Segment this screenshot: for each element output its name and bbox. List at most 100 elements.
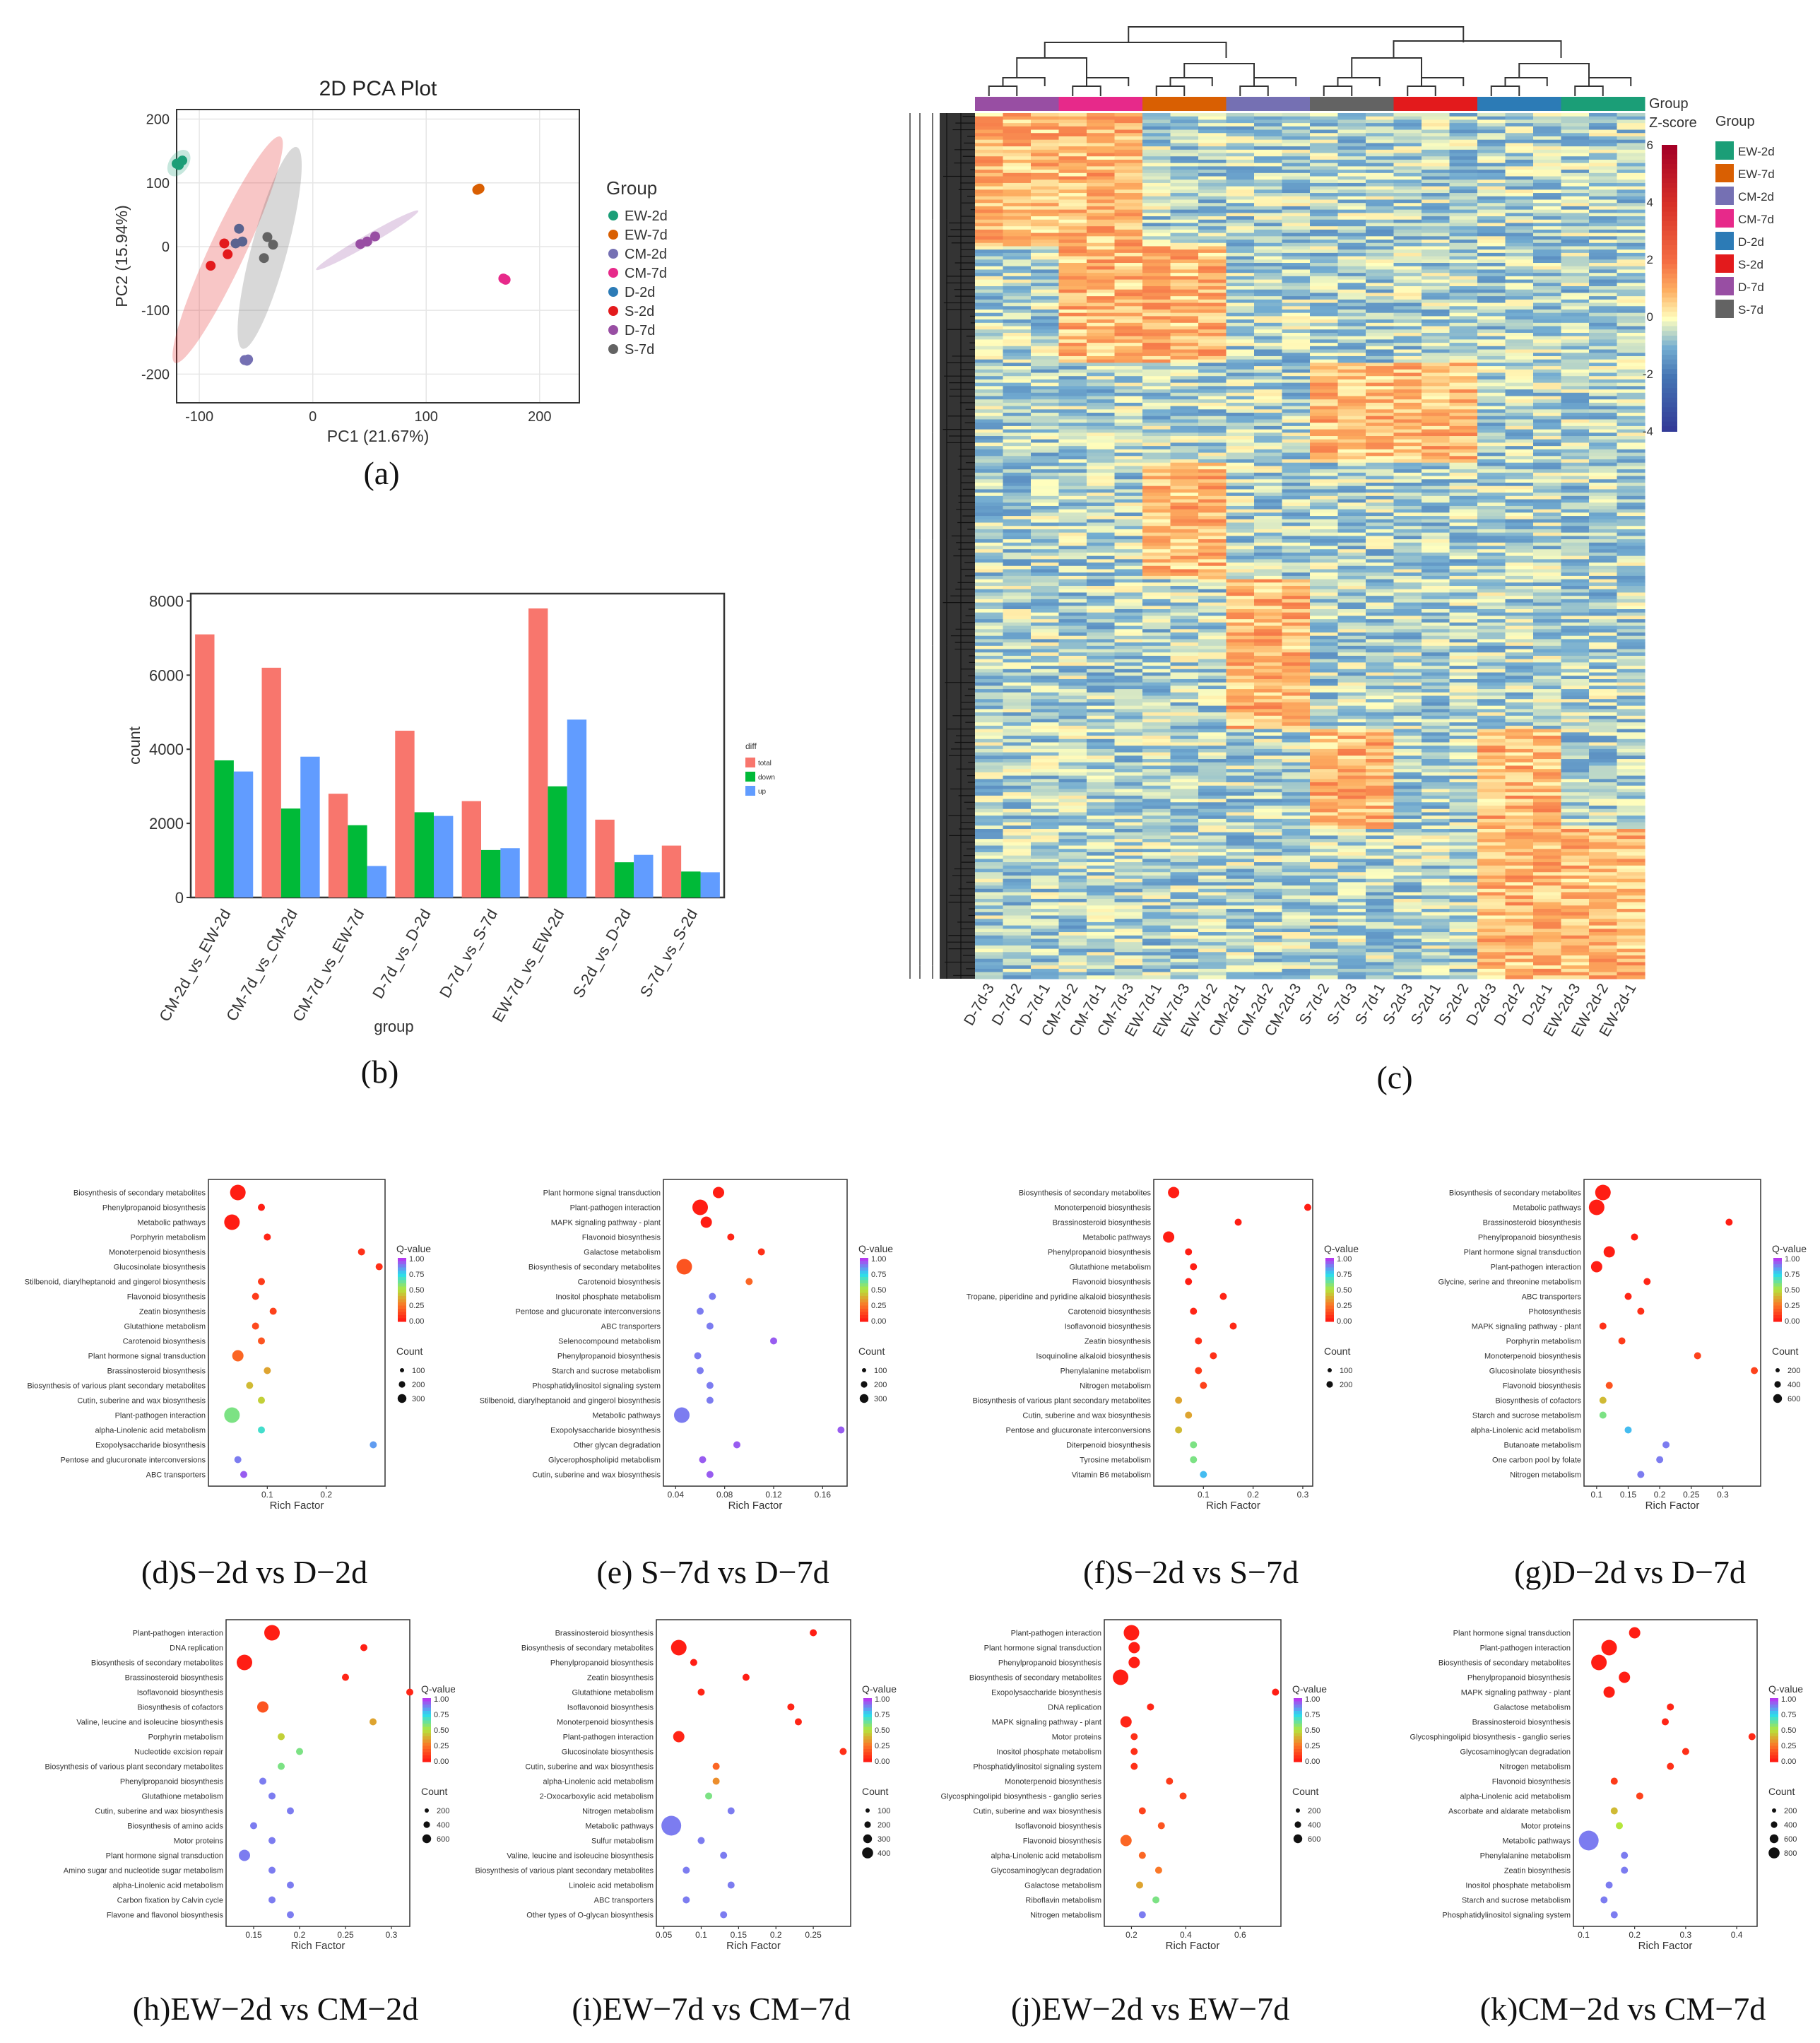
heatmap-cell [1198,383,1227,387]
heatmap-cell [1477,529,1506,533]
heatmap-cell [1533,319,1561,323]
heatmap-cell [1003,742,1032,746]
heatmap-cell [975,543,1003,546]
heatmap-cell [1282,753,1311,756]
heatmap-cell [1087,143,1115,146]
heatmap-cell [1561,696,1590,700]
heatmap-cell [1477,563,1506,566]
heatmap-cell [1254,223,1282,226]
heatmap-cell [1617,603,1645,606]
heatmap-cell [1171,119,1199,123]
heatmap-cell [1561,779,1590,782]
heatmap-cell [1087,629,1115,632]
heatmap-cell [1059,476,1087,480]
heatmap-cell [1338,283,1366,286]
heatmap-cell [1506,543,1534,546]
heatmap-cell [1031,123,1059,126]
heatmap-cell [1617,379,1645,383]
heatmap-cell [1003,739,1032,743]
heatmap-cell [1477,516,1506,519]
heatmap-cell [1115,306,1143,310]
heatmap-cell [1282,153,1311,157]
heatmap-cell [1422,140,1450,143]
heatmap-cell [1254,449,1282,453]
heatmap-cell [1533,556,1561,560]
heatmap-cell [975,676,1003,679]
heatmap-cell [1533,350,1561,353]
heatmap-cell [1003,249,1032,253]
heatmap-cell [1310,179,1338,183]
heatmap-cell [1422,539,1450,543]
heatmap-cell [1589,702,1617,706]
heatmap-cell [1115,166,1143,170]
heatmap-cell [1059,716,1087,719]
heatmap-cell [1450,632,1478,636]
heatmap-cell [1617,486,1645,490]
heatmap-cell [1142,496,1171,500]
heatmap-cell [1366,693,1394,696]
heatmap-cell [1506,130,1534,134]
heatmap-cell [1003,529,1032,533]
heatmap-cell [1589,263,1617,266]
heatmap-cell [1477,406,1506,410]
heatmap-cell [1533,749,1561,753]
heatmap-cell [1338,193,1366,196]
heatmap-cell [1589,696,1617,700]
heatmap-cell [1477,426,1506,430]
heatmap-cell [1171,679,1199,683]
heatmap-cell [1394,755,1422,759]
heatmap-cell [1227,203,1255,206]
heatmap-cell [1589,310,1617,313]
heatmap-cell [1227,423,1255,426]
heatmap-cell [1589,436,1617,440]
heatmap-cell [1142,629,1171,632]
heatmap-cell [1394,246,1422,249]
heatmap-cell [1310,436,1338,440]
heatmap-cell [1059,236,1087,240]
heatmap-cell [1115,273,1143,276]
heatmap-cell [975,296,1003,300]
heatmap-cell [1227,506,1255,510]
heatmap-cell [1142,303,1171,307]
heatmap-cell [975,119,1003,123]
heatmap-cell [1031,283,1059,286]
heatmap-cell [1477,742,1506,746]
heatmap-cell [1589,189,1617,193]
heatmap-cell [1533,486,1561,490]
heatmap-cell [1394,230,1422,233]
heatmap-cell [975,303,1003,307]
heatmap-cell [1198,706,1227,710]
heatmap-cell [1198,283,1227,286]
heatmap-cell [1031,469,1059,473]
heatmap-cell [1310,609,1338,613]
heatmap-cell [975,673,1003,676]
heatmap-cell [1561,259,1590,263]
heatmap-cell [1450,403,1478,406]
heatmap-cell [1115,776,1143,779]
heatmap-cell [1617,383,1645,387]
heatmap-cell [1171,486,1199,490]
heatmap-cell [1059,489,1087,493]
heatmap-cell [1617,512,1645,516]
heatmap-cell [1477,313,1506,317]
heatmap-cell [1533,243,1561,247]
heatmap-cell [1087,536,1115,539]
heatmap-cell [1589,489,1617,493]
heatmap-cell [1142,200,1171,204]
heatmap-cell [1617,233,1645,237]
heatmap-cell [1310,483,1338,486]
heatmap-cell [1227,206,1255,210]
heatmap-cell [1477,586,1506,589]
heatmap-cell [1366,442,1394,446]
heatmap-cell [1338,163,1366,167]
heatmap-cell [1254,193,1282,196]
heatmap-cell [1171,769,1199,772]
heatmap-cell [1031,343,1059,346]
heatmap-cell [1394,662,1422,666]
heatmap-cell [1198,366,1227,370]
heatmap-cell [1254,469,1282,473]
heatmap-cell [1031,379,1059,383]
heatmap-cell [1394,436,1422,440]
heatmap-cell [1087,459,1115,463]
heatmap-cell [1227,233,1255,237]
